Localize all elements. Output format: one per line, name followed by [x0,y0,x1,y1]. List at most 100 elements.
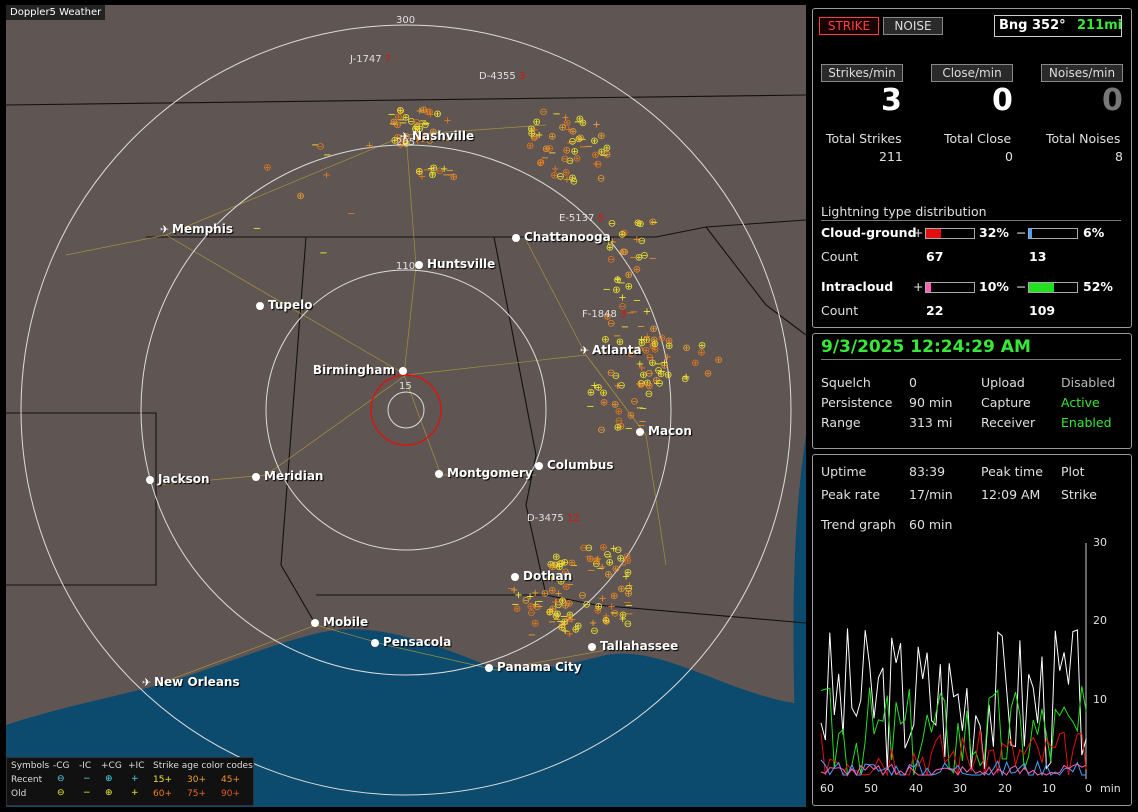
ic-positive-percent: 10% [979,279,1009,294]
plot-value[interactable]: Strike [1061,487,1097,502]
strike-symbol: + [510,585,518,596]
strike-symbol: ⊕ [527,602,535,613]
legend-pos-ic: +IC [128,761,145,771]
trend-line-pos-ic [820,763,1087,777]
trend-series [820,628,1087,777]
strike-symbol: − [633,296,641,307]
city-label: Dothan [523,569,573,583]
trend-panel: Uptime 83:39 Peak time Plot Peak rate 17… [812,454,1132,806]
strike-symbol: ⊖ [557,558,565,569]
strike-symbol: ⊕ [649,341,657,352]
strike-symbol: ⊕ [643,378,651,389]
strike-symbol: ⊕ [618,230,626,241]
trend-y-tick-10: 10 [1093,693,1107,706]
strike-symbol: ⊕ [556,559,564,570]
strike-symbol: ⊕ [394,133,402,144]
strike-symbol: ⊕ [617,421,625,432]
strike-symbol: ⊖ [608,219,616,230]
strike-tab[interactable]: STRIKE [819,17,879,35]
strike-symbol: ⊕ [635,344,643,355]
city-label: Macon [648,424,692,438]
strike-symbol: + [568,615,576,626]
pos-ic-recent-icon: + [131,774,139,784]
strike-symbol: ⊕ [615,406,623,417]
strike-symbol: ⊕ [563,146,571,157]
strike-symbol: − [579,142,587,153]
strike-symbol: ⊕ [575,134,583,145]
lightning-map[interactable]: ⊕ ⊖ − ⊕ + ⊖ ⊕ ⊕ ⊕ − ⊖ ⊕ − ⊕ − + + ⊕ ⊖ − ⊕ − ⊕ ⊖ + ⊕ − ⊖ ⊕ ⊕ + ⊕ ⊕ ⊕ − ⊖ ⊕ ⊕ − ⊖… [6,5,806,807]
plot-label: Plot [1061,464,1085,479]
strike-symbol: ⊕ [650,335,658,346]
strike-symbol: ⊖ [412,118,420,129]
noises-per-min-button[interactable]: Noises/min [1041,64,1123,82]
strike-symbol: ⊖ [421,120,429,131]
strike-symbol: + [592,120,600,131]
symbol-legend: Symbols -CG -IC +CG +IC Strike age color… [6,757,254,806]
strike-symbol: ⊕ [619,610,627,621]
strike-symbol: ⊕ [576,114,584,125]
strike-symbol: ⊕ [402,113,410,124]
ic-negative-count: 109 [1029,303,1056,318]
strike-symbol: ⊕ [428,170,436,181]
strike-symbol: − [629,252,637,263]
strike-symbol: ⊕ [664,370,672,381]
ic-negative-percent: 52% [1083,279,1113,294]
strike-symbol: ⊖ [561,154,569,165]
strike-symbol: ⊕ [574,621,582,632]
trend-x-unit: min [1100,782,1121,795]
strike-symbol: − [636,403,644,414]
neg-ic-old-icon: − [83,788,91,798]
strike-symbol: ⊕ [545,607,553,618]
strike-symbol: + [590,380,598,391]
strike-symbol: + [531,588,539,599]
strike-symbol: ⊕ [418,134,426,145]
strike-symbol: + [643,307,651,318]
strike-symbol: ⊕ [558,123,566,134]
strike-symbol: ⊕ [649,324,657,335]
trend-graph-label: Trend graph [821,517,896,532]
strike-symbol: − [600,150,608,161]
strike-symbol: − [552,109,560,120]
strike-symbol: ⊕ [649,217,657,228]
strike-symbol: + [633,235,641,246]
strike-symbol: + [636,359,644,370]
strike-symbol: ⊕ [558,620,566,631]
strike-symbol: ⊕ [415,166,423,177]
range-ring-300 [20,24,792,796]
strike-symbol: − [585,141,593,152]
strike-symbol: − [623,598,631,609]
strike-symbol: ⊕ [642,346,650,357]
squelch-value: 0 [909,375,917,390]
strike-symbol: + [589,618,597,629]
strike-symbol: − [613,331,621,342]
noise-tab[interactable]: NOISE [883,17,943,35]
strike-symbol: ⊕ [562,168,570,179]
strike-symbol: − [507,584,515,595]
strike-symbol: + [416,106,424,117]
strike-symbol: ⊖ [620,247,628,258]
range-value: 313 mi [909,415,953,430]
neg-cg-old-icon: ⊖ [57,788,65,798]
strike-symbol: ⊖ [316,141,324,152]
strike-symbol: ⊕ [429,127,437,138]
strike-symbol: ⊕ [513,604,521,615]
strike-symbol: − [399,118,407,129]
strike-symbol: ⊕ [400,136,408,147]
cell-label: E-5137 5 [559,213,604,224]
current-datetime: 9/3/2025 12:24:29 AM [821,337,1121,360]
close-per-min-button[interactable]: Close/min [931,64,1013,82]
strike-symbol: ⊕ [433,109,441,120]
city-label: Pensacola [383,635,452,649]
strike-symbol: − [446,166,454,177]
age-60: 60+ [153,789,172,799]
legend-neg-cg: -CG [53,761,70,771]
city-label: Birmingham [312,363,395,377]
strike-symbol: − [617,278,625,289]
strike-symbol: − [639,404,647,415]
strike-symbol: ⊖ [570,176,578,187]
airport-icon: ✈ [580,344,590,357]
strikes-per-min-button[interactable]: Strikes/min [821,64,903,82]
strike-symbol: ⊕ [606,243,614,254]
strike-symbol: + [561,626,569,637]
cg-plus-sign: + [913,225,924,240]
